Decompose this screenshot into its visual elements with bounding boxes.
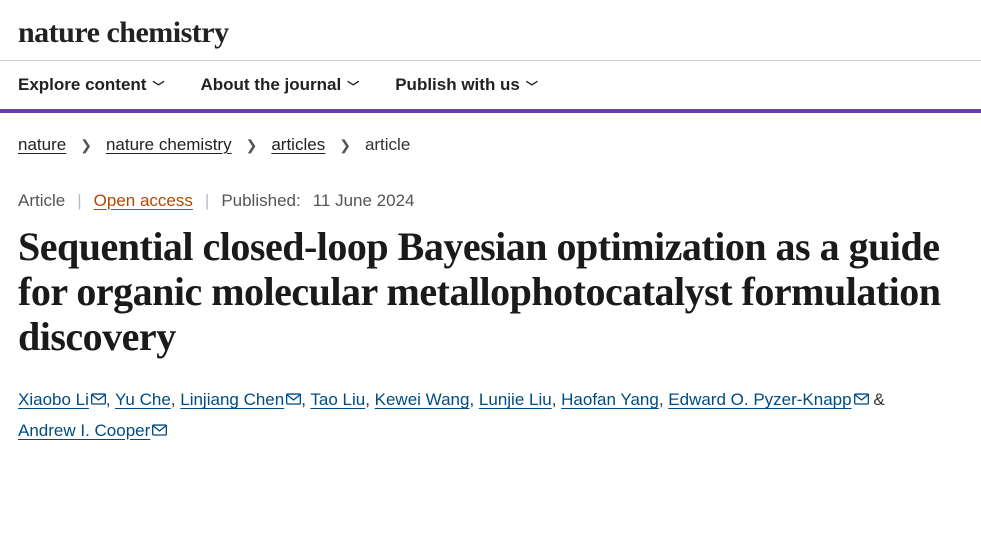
nav-wrapper: Explore content ﹀ About the journal ﹀ Pu… bbox=[0, 60, 981, 113]
primary-nav: Explore content ﹀ About the journal ﹀ Pu… bbox=[0, 61, 981, 109]
meta-separator: | bbox=[205, 191, 209, 211]
article-title: Sequential closed-loop Bayesian optimiza… bbox=[0, 217, 981, 363]
author-separator: , bbox=[171, 390, 180, 409]
mail-icon[interactable] bbox=[91, 393, 106, 405]
author-link[interactable]: Lunjie Liu bbox=[479, 390, 552, 409]
breadcrumb-articles[interactable]: articles bbox=[271, 135, 325, 155]
breadcrumb-current: article bbox=[365, 135, 410, 155]
mail-icon[interactable] bbox=[152, 424, 167, 436]
breadcrumb-nature-chemistry[interactable]: nature chemistry bbox=[106, 135, 232, 155]
nav-publish-label: Publish with us bbox=[395, 75, 520, 95]
article-type: Article bbox=[18, 191, 65, 211]
author-link[interactable]: Xiaobo Li bbox=[18, 390, 89, 409]
nav-explore-label: Explore content bbox=[18, 75, 146, 95]
author-separator: , bbox=[365, 390, 374, 409]
chevron-down-icon: ﹀ bbox=[152, 78, 164, 95]
chevron-right-icon: ❯ bbox=[339, 137, 351, 154]
author-separator: , bbox=[106, 390, 115, 409]
author-separator: , bbox=[469, 390, 478, 409]
author-link[interactable]: Linjiang Chen bbox=[180, 390, 284, 409]
published-date: 11 June 2024 bbox=[313, 191, 415, 211]
nav-about-label: About the journal bbox=[200, 75, 341, 95]
breadcrumb-nature[interactable]: nature bbox=[18, 135, 66, 155]
chevron-down-icon: ﹀ bbox=[526, 78, 538, 95]
mail-icon[interactable] bbox=[286, 393, 301, 405]
author-link[interactable]: Yu Che bbox=[115, 390, 171, 409]
author-link[interactable]: Haofan Yang bbox=[561, 390, 659, 409]
author-separator: , bbox=[301, 390, 310, 409]
mail-icon[interactable] bbox=[854, 393, 869, 405]
breadcrumb: nature ❯ nature chemistry ❯ articles ❯ a… bbox=[0, 113, 981, 161]
chevron-right-icon: ❯ bbox=[80, 137, 92, 154]
chevron-right-icon: ❯ bbox=[246, 137, 258, 154]
author-link[interactable]: Edward O. Pyzer-Knapp bbox=[668, 390, 851, 409]
article-meta: Article | Open access | Published: 11 Ju… bbox=[0, 161, 981, 217]
open-access-badge[interactable]: Open access bbox=[94, 191, 193, 211]
journal-brand[interactable]: nature chemistry bbox=[0, 0, 981, 60]
author-ampersand: & bbox=[873, 390, 884, 409]
author-list: Xiaobo Li, Yu Che, Linjiang Chen, Tao Li… bbox=[0, 363, 981, 464]
published-label: Published: bbox=[221, 191, 300, 211]
author-link[interactable]: Tao Liu bbox=[310, 390, 365, 409]
chevron-down-icon: ﹀ bbox=[347, 78, 359, 95]
nav-about-journal[interactable]: About the journal ﹀ bbox=[200, 75, 359, 95]
author-separator: , bbox=[552, 390, 561, 409]
author-link[interactable]: Andrew I. Cooper bbox=[18, 421, 150, 440]
nav-publish-with-us[interactable]: Publish with us ﹀ bbox=[395, 75, 538, 95]
author-separator: , bbox=[659, 390, 668, 409]
nav-explore-content[interactable]: Explore content ﹀ bbox=[18, 75, 164, 95]
meta-separator: | bbox=[77, 191, 81, 211]
author-link[interactable]: Kewei Wang bbox=[375, 390, 470, 409]
